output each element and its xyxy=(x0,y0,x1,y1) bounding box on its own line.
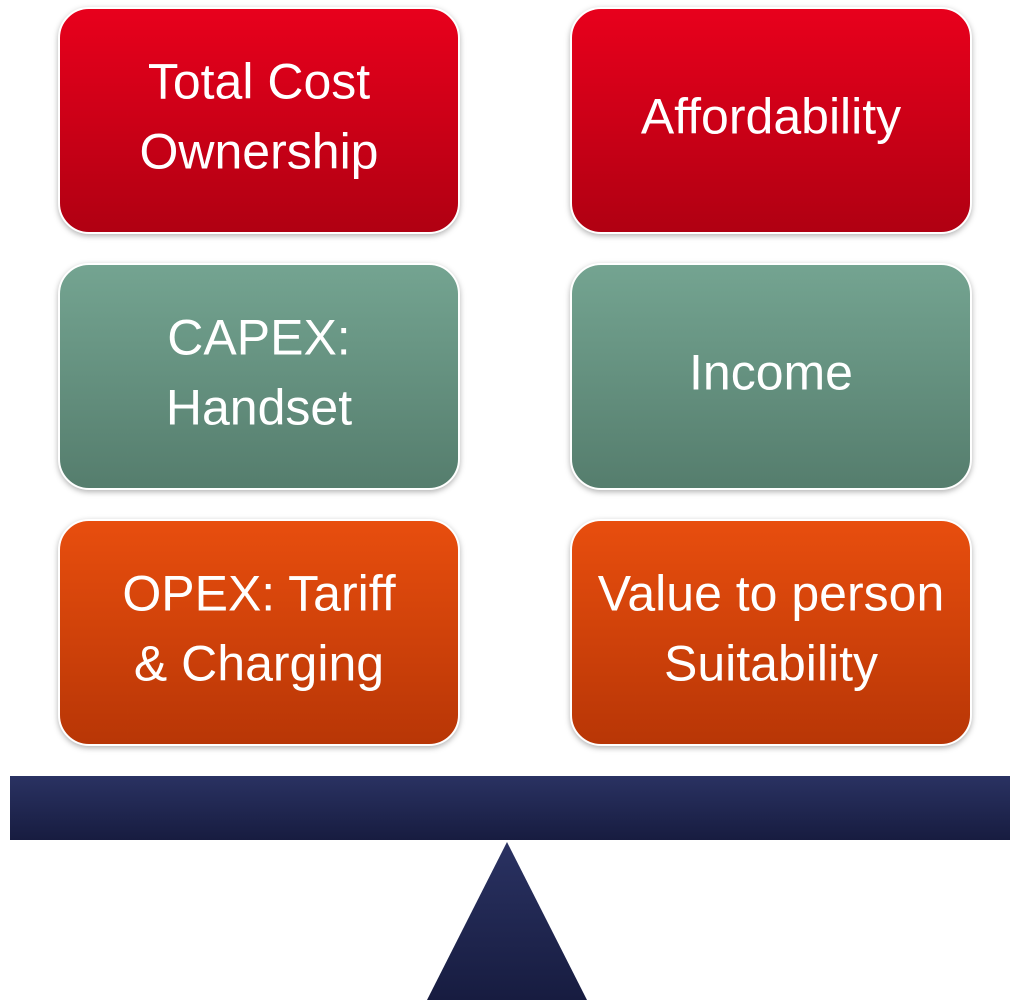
box xyxy=(570,7,972,234)
fulcrum xyxy=(427,842,587,1000)
box-label: CAPEX: xyxy=(167,310,350,366)
box-label: Total Cost xyxy=(148,54,370,110)
box xyxy=(570,519,972,746)
box-label: Suitability xyxy=(664,636,878,692)
box-label: & Charging xyxy=(134,636,384,692)
box-label: Ownership xyxy=(140,124,379,180)
box-label: Value to person xyxy=(598,566,945,622)
box-label: Handset xyxy=(166,380,352,436)
box xyxy=(58,7,460,234)
boxes: Total Cost Ownership Affordability CAPEX: Ha… xyxy=(58,7,972,746)
box xyxy=(58,519,460,746)
box-label: Income xyxy=(689,345,853,401)
box-label: OPEX: Tariff xyxy=(122,566,395,622)
box-label: Affordability xyxy=(641,89,901,145)
balance-beam xyxy=(10,776,1010,840)
box xyxy=(570,263,972,490)
box xyxy=(58,263,460,490)
